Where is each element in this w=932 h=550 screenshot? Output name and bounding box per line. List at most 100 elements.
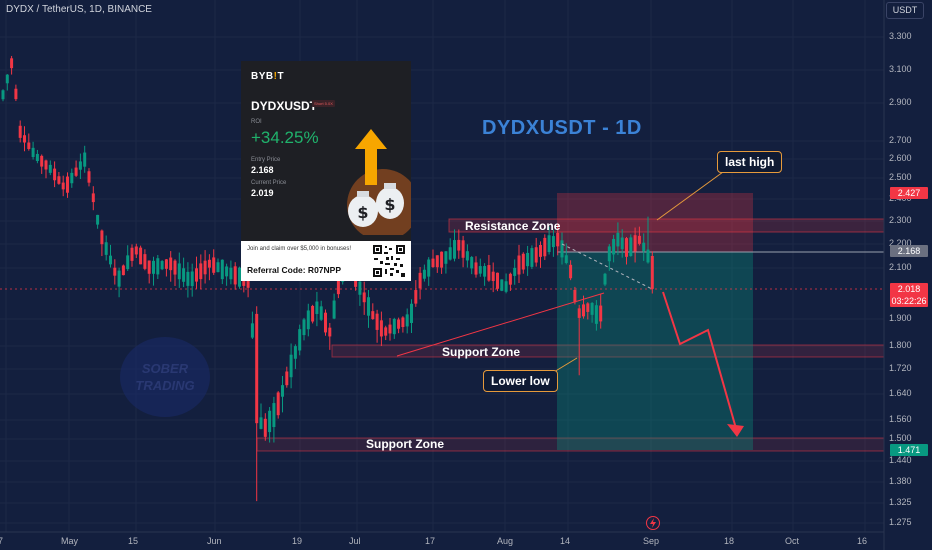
price-tick-label: 2.500 [889, 172, 912, 182]
candle-body [530, 248, 534, 267]
candle-body [405, 314, 409, 327]
resistance-zone-label: Resistance Zone [465, 219, 561, 233]
chart-title: DYDXUSDT - 1D [482, 117, 642, 139]
candle-body [586, 303, 590, 312]
candle-body [422, 269, 426, 279]
candle-body [324, 312, 327, 333]
card-entry-value: 2.168 [251, 165, 274, 175]
candle-body [5, 74, 9, 84]
candle-body [457, 239, 461, 251]
time-tick-label: Oct [785, 536, 800, 546]
flash-icon[interactable] [646, 516, 660, 530]
candle-body [173, 260, 177, 275]
candle-body [590, 303, 594, 315]
time-tick-label: Sep [643, 536, 660, 546]
candle-body [169, 257, 173, 271]
price-tick-label: 1.380 [889, 476, 912, 486]
candle-body [272, 403, 276, 428]
time-tick-label: Jun [207, 536, 222, 546]
candle-body [281, 385, 284, 397]
candle-body [259, 417, 263, 429]
candle-body [547, 235, 551, 253]
price-tag: 2.168 [890, 245, 928, 257]
card-promo-footer: Join and claim over $5,000 in bonuses! R… [241, 241, 411, 281]
candle-body [220, 259, 224, 280]
candle-body [289, 354, 293, 378]
candle-body [35, 153, 39, 161]
candle-body [216, 262, 220, 273]
candle-body [388, 324, 392, 334]
candle-body [306, 310, 310, 330]
time-tick-label: Aug [497, 536, 514, 546]
projection-arrowhead [727, 424, 744, 437]
candle-body [517, 255, 521, 275]
support-zone-mid-label: Support Zone [442, 345, 520, 359]
candle-body [543, 237, 547, 257]
trendline-dashed [561, 243, 653, 290]
candle-body [182, 268, 186, 282]
candle-body [14, 88, 18, 100]
price-tick-label: 1.500 [889, 433, 912, 443]
last-high-callout[interactable]: last high [717, 151, 783, 173]
candle-body [414, 290, 418, 304]
qr-code-icon [372, 244, 406, 278]
currency-button[interactable]: USDT [886, 2, 924, 19]
candle-body [461, 240, 465, 258]
candle-body [156, 258, 160, 275]
price-tick-label: 1.440 [889, 455, 912, 465]
lower-low-callout[interactable]: Lower low [483, 370, 558, 392]
watermark-text-1: SOBER [141, 361, 189, 376]
candle-body [255, 313, 259, 424]
candle-body [57, 176, 61, 184]
candle-body [551, 236, 555, 248]
position-reward-area [557, 252, 753, 450]
candle-body [104, 242, 108, 255]
position-risk-area [557, 193, 753, 252]
candle-body [139, 247, 143, 265]
candle-body [164, 259, 168, 269]
candle-body [646, 249, 650, 263]
candle-body [336, 280, 340, 295]
candle-body [569, 264, 573, 279]
candle-body [573, 289, 577, 303]
candle-body [225, 266, 229, 277]
price-tick-label: 1.900 [889, 313, 912, 323]
candle-body [87, 171, 91, 183]
time-tick-label: 17 [425, 536, 436, 546]
candle-body [607, 246, 611, 262]
candle-body [229, 267, 233, 280]
candle-body [633, 235, 637, 252]
candle-body [285, 371, 289, 386]
card-referral-code: Referral Code: R07NPP [247, 265, 342, 275]
candle-body [599, 305, 603, 322]
projection-path [662, 291, 738, 433]
candle-body [392, 318, 396, 335]
candle-body [384, 327, 388, 336]
candle-body [435, 255, 439, 268]
candle-body [190, 271, 194, 287]
candle-body [367, 297, 370, 316]
candle-body [556, 232, 560, 247]
candle-body [70, 172, 74, 184]
candle-body [186, 271, 190, 286]
candle-body [91, 193, 95, 203]
candle-body [637, 235, 641, 244]
arrow-up-icon [355, 129, 387, 185]
card-roi-value: +34.25% [251, 128, 319, 147]
candle-body [577, 308, 581, 318]
candle-body [491, 271, 495, 282]
candle-body [78, 161, 82, 170]
candle-body [246, 275, 250, 288]
price-tag: 1.471 [890, 444, 928, 456]
candle-body [203, 260, 207, 275]
candle-body [27, 142, 31, 149]
candle-body [603, 273, 607, 285]
candle-body [431, 258, 435, 268]
candle-body [40, 155, 44, 167]
svg-text:$: $ [357, 203, 368, 222]
card-promo-text: Join and claim over $5,000 in bonuses! [247, 246, 352, 252]
candle-body [629, 237, 633, 257]
candle-body [61, 182, 65, 190]
candle-body [362, 292, 366, 303]
